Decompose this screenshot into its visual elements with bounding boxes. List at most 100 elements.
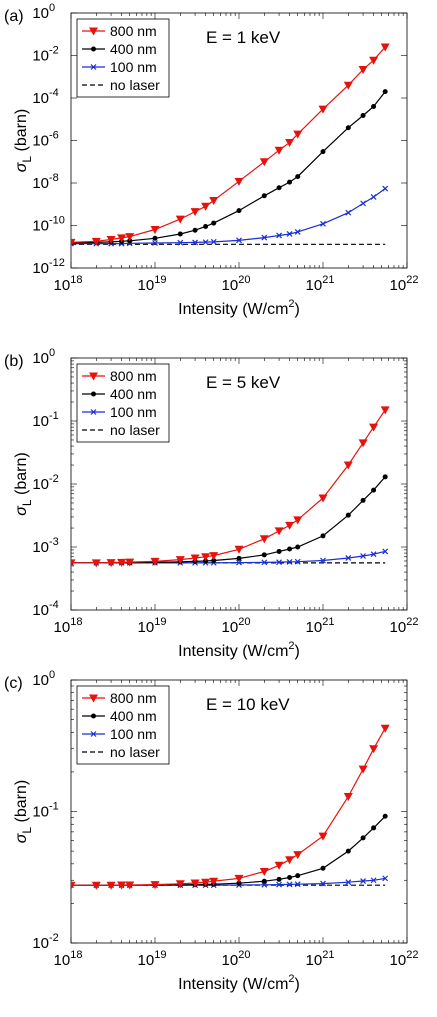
data-point xyxy=(287,546,293,552)
y-axis-label-unit: (barn) xyxy=(13,780,30,827)
x-tick-label: 1022 xyxy=(390,616,419,636)
data-point xyxy=(190,208,200,217)
energy-annotation: E = 10 keV xyxy=(206,695,290,714)
series-800-nm xyxy=(71,43,390,247)
data-point xyxy=(125,881,135,890)
x-tick-exponent: 19 xyxy=(154,949,166,961)
x-tick-exponent: 22 xyxy=(406,274,418,286)
data-point xyxy=(259,158,269,167)
y-tick-label: 10-8 xyxy=(32,172,58,192)
y-tick-label: 10-12 xyxy=(32,257,65,277)
data-point xyxy=(177,239,184,246)
data-point xyxy=(382,185,389,192)
data-point xyxy=(318,494,328,503)
data-point xyxy=(117,234,127,243)
data-point xyxy=(236,880,242,886)
x-axis-label-exponent: 2 xyxy=(288,973,294,985)
data-point xyxy=(236,559,242,566)
x-tick-label: 1018 xyxy=(54,274,83,294)
data-point xyxy=(192,227,198,233)
y-tick-exponent: 0 xyxy=(49,347,55,359)
y-tick-label: 100 xyxy=(32,669,55,689)
x-tick-label: 1019 xyxy=(138,274,167,294)
energy-annotation: E = 5 keV xyxy=(206,373,281,392)
legend-entry: no laser xyxy=(82,744,160,760)
data-point xyxy=(360,878,367,884)
data-point xyxy=(274,527,284,536)
data-point xyxy=(106,235,116,244)
legend-label: 100 nm xyxy=(110,726,157,742)
x-tick-exponent: 21 xyxy=(322,616,334,628)
y-tick-exponent: 0 xyxy=(49,2,55,14)
y-tick-label: 10-4 xyxy=(32,87,58,107)
legend-entry: no laser xyxy=(82,77,160,93)
data-point xyxy=(261,193,267,199)
x-tick-label: 1022 xyxy=(390,274,419,294)
data-point xyxy=(370,551,377,558)
data-point xyxy=(370,194,377,200)
data-point xyxy=(91,713,96,719)
data-point xyxy=(320,880,326,887)
data-point xyxy=(382,89,388,95)
y-tick-exponent: -2 xyxy=(49,45,59,57)
data-point xyxy=(294,558,301,565)
data-point xyxy=(152,240,158,246)
data-point xyxy=(276,185,282,191)
data-point xyxy=(90,409,97,415)
y-tick-exponent: -4 xyxy=(49,599,59,611)
legend-label: no laser xyxy=(110,744,160,760)
x-tick-exponent: 20 xyxy=(238,949,250,961)
data-point xyxy=(89,372,98,381)
x-tick-exponent: 21 xyxy=(322,274,334,286)
y-tick-label: 10-10 xyxy=(32,215,65,235)
data-point xyxy=(295,873,301,879)
data-point xyxy=(91,46,96,52)
chart-panel-a: 1018 1019 1020 1021 1022 10-12 10-10 10-8 10-6 10… xyxy=(4,2,418,318)
data-point xyxy=(71,881,76,890)
data-point xyxy=(371,103,377,109)
legend-label: 800 nm xyxy=(110,690,157,706)
legend-label: 400 nm xyxy=(110,708,157,724)
data-point xyxy=(358,765,368,774)
data-point xyxy=(125,233,135,242)
y-axis-label: σL (barn)σL (barn) xyxy=(13,780,34,843)
data-point xyxy=(234,545,244,554)
x-axis-label-close: ) xyxy=(295,643,300,660)
legend-label: 100 nm xyxy=(110,59,157,75)
x-tick-exponent: 21 xyxy=(322,949,334,961)
data-point xyxy=(286,231,293,237)
data-point xyxy=(371,825,377,831)
data-point xyxy=(276,548,282,554)
x-axis-label-close: ) xyxy=(295,301,300,318)
y-tick-exponent: -12 xyxy=(49,257,65,269)
data-point xyxy=(150,881,160,890)
data-point xyxy=(209,552,219,561)
data-point xyxy=(90,64,97,70)
y-tick-exponent: -1 xyxy=(49,410,59,422)
y-axis-label: σL (barn)σL (barn) xyxy=(13,109,34,172)
data-point xyxy=(345,555,352,561)
data-point xyxy=(89,694,98,703)
data-point xyxy=(345,512,351,518)
data-point xyxy=(175,556,185,565)
data-point xyxy=(91,559,101,568)
data-point xyxy=(293,516,303,525)
energy-annotation: E = 1 keV xyxy=(206,28,281,47)
data-point xyxy=(345,879,352,886)
data-point xyxy=(285,521,295,530)
data-point xyxy=(117,558,127,567)
data-point xyxy=(285,856,295,865)
data-point xyxy=(370,877,377,884)
data-point xyxy=(369,423,379,432)
data-point xyxy=(382,813,388,819)
data-point xyxy=(175,880,185,889)
x-tick-label: 1021 xyxy=(306,274,335,294)
x-tick-exponent: 20 xyxy=(238,274,250,286)
data-point xyxy=(345,848,351,854)
data-point xyxy=(371,487,377,493)
data-point xyxy=(343,793,353,802)
data-point xyxy=(360,835,366,841)
data-point xyxy=(190,879,200,888)
data-point xyxy=(90,731,97,737)
legend-entry: 100 nm xyxy=(82,726,157,742)
